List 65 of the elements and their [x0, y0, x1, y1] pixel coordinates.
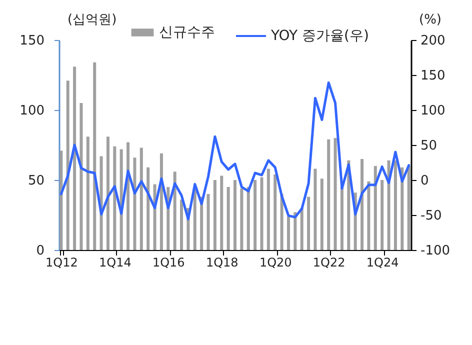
y2-tick-label: 100 — [420, 104, 446, 118]
bar — [226, 187, 230, 250]
bar — [93, 62, 96, 250]
bar — [340, 186, 344, 250]
bar — [133, 158, 136, 250]
y-tick-label: 50 — [28, 174, 44, 188]
bar — [307, 196, 310, 250]
y2-tick-label: 0 — [420, 174, 429, 188]
y2-tick-label: 150 — [420, 68, 446, 84]
bar — [240, 188, 244, 250]
bar — [193, 188, 196, 250]
y-tick-label: 150 — [20, 34, 44, 48]
y2-tick-label: 200 — [420, 34, 446, 48]
x-tick-label: 1Q12 — [45, 256, 78, 270]
x-tick-label: 1Q20 — [259, 256, 292, 270]
x-tick-label: 1Q14 — [98, 256, 132, 270]
y2-tick-label: 50 — [420, 138, 438, 154]
bar — [60, 150, 63, 250]
bar — [394, 160, 397, 250]
bar — [274, 174, 277, 250]
y2-tick-label: -100 — [420, 244, 450, 258]
bar — [327, 139, 330, 250]
bar — [374, 166, 377, 250]
bar — [407, 166, 410, 250]
y-tick-label: 0 — [36, 244, 44, 258]
y2-tick-label: -50 — [420, 208, 442, 224]
line-series — [60, 81, 410, 220]
bar — [286, 216, 290, 250]
bar — [233, 180, 237, 250]
x-tick-label: 1Q24 — [366, 256, 399, 270]
x-tick-label: 1Q22 — [312, 256, 346, 270]
bar — [113, 146, 116, 250]
bar — [220, 176, 224, 250]
y-tick-label: 100 — [20, 104, 44, 118]
bar — [314, 168, 317, 250]
x-tick-label: 1Q16 — [152, 256, 185, 270]
bar — [173, 172, 176, 250]
bar — [80, 103, 83, 250]
y-axis-title: (십억원) — [68, 12, 117, 28]
bar — [160, 153, 163, 250]
bar — [300, 208, 304, 250]
bar — [73, 66, 76, 250]
y2-axis-title: (%) — [419, 12, 442, 28]
x-tick-label: 1Q18 — [206, 256, 238, 270]
bar — [106, 136, 110, 250]
bar — [294, 212, 297, 250]
bar — [213, 180, 216, 250]
bar — [367, 181, 370, 250]
bar — [400, 167, 404, 250]
legend-label: YOY 증가율(우) — [270, 28, 369, 44]
bar — [206, 194, 210, 250]
bar — [66, 80, 70, 250]
bar — [334, 138, 337, 250]
bar — [260, 177, 264, 250]
bar — [360, 159, 364, 250]
bar — [246, 187, 250, 250]
bar — [180, 200, 184, 250]
bar — [86, 136, 90, 250]
legend-label: 신규수주 — [159, 24, 215, 40]
bar — [380, 180, 384, 250]
bar — [140, 148, 143, 250]
bar — [254, 180, 257, 250]
bar — [320, 178, 324, 250]
bar — [146, 167, 150, 250]
bar — [266, 168, 270, 250]
